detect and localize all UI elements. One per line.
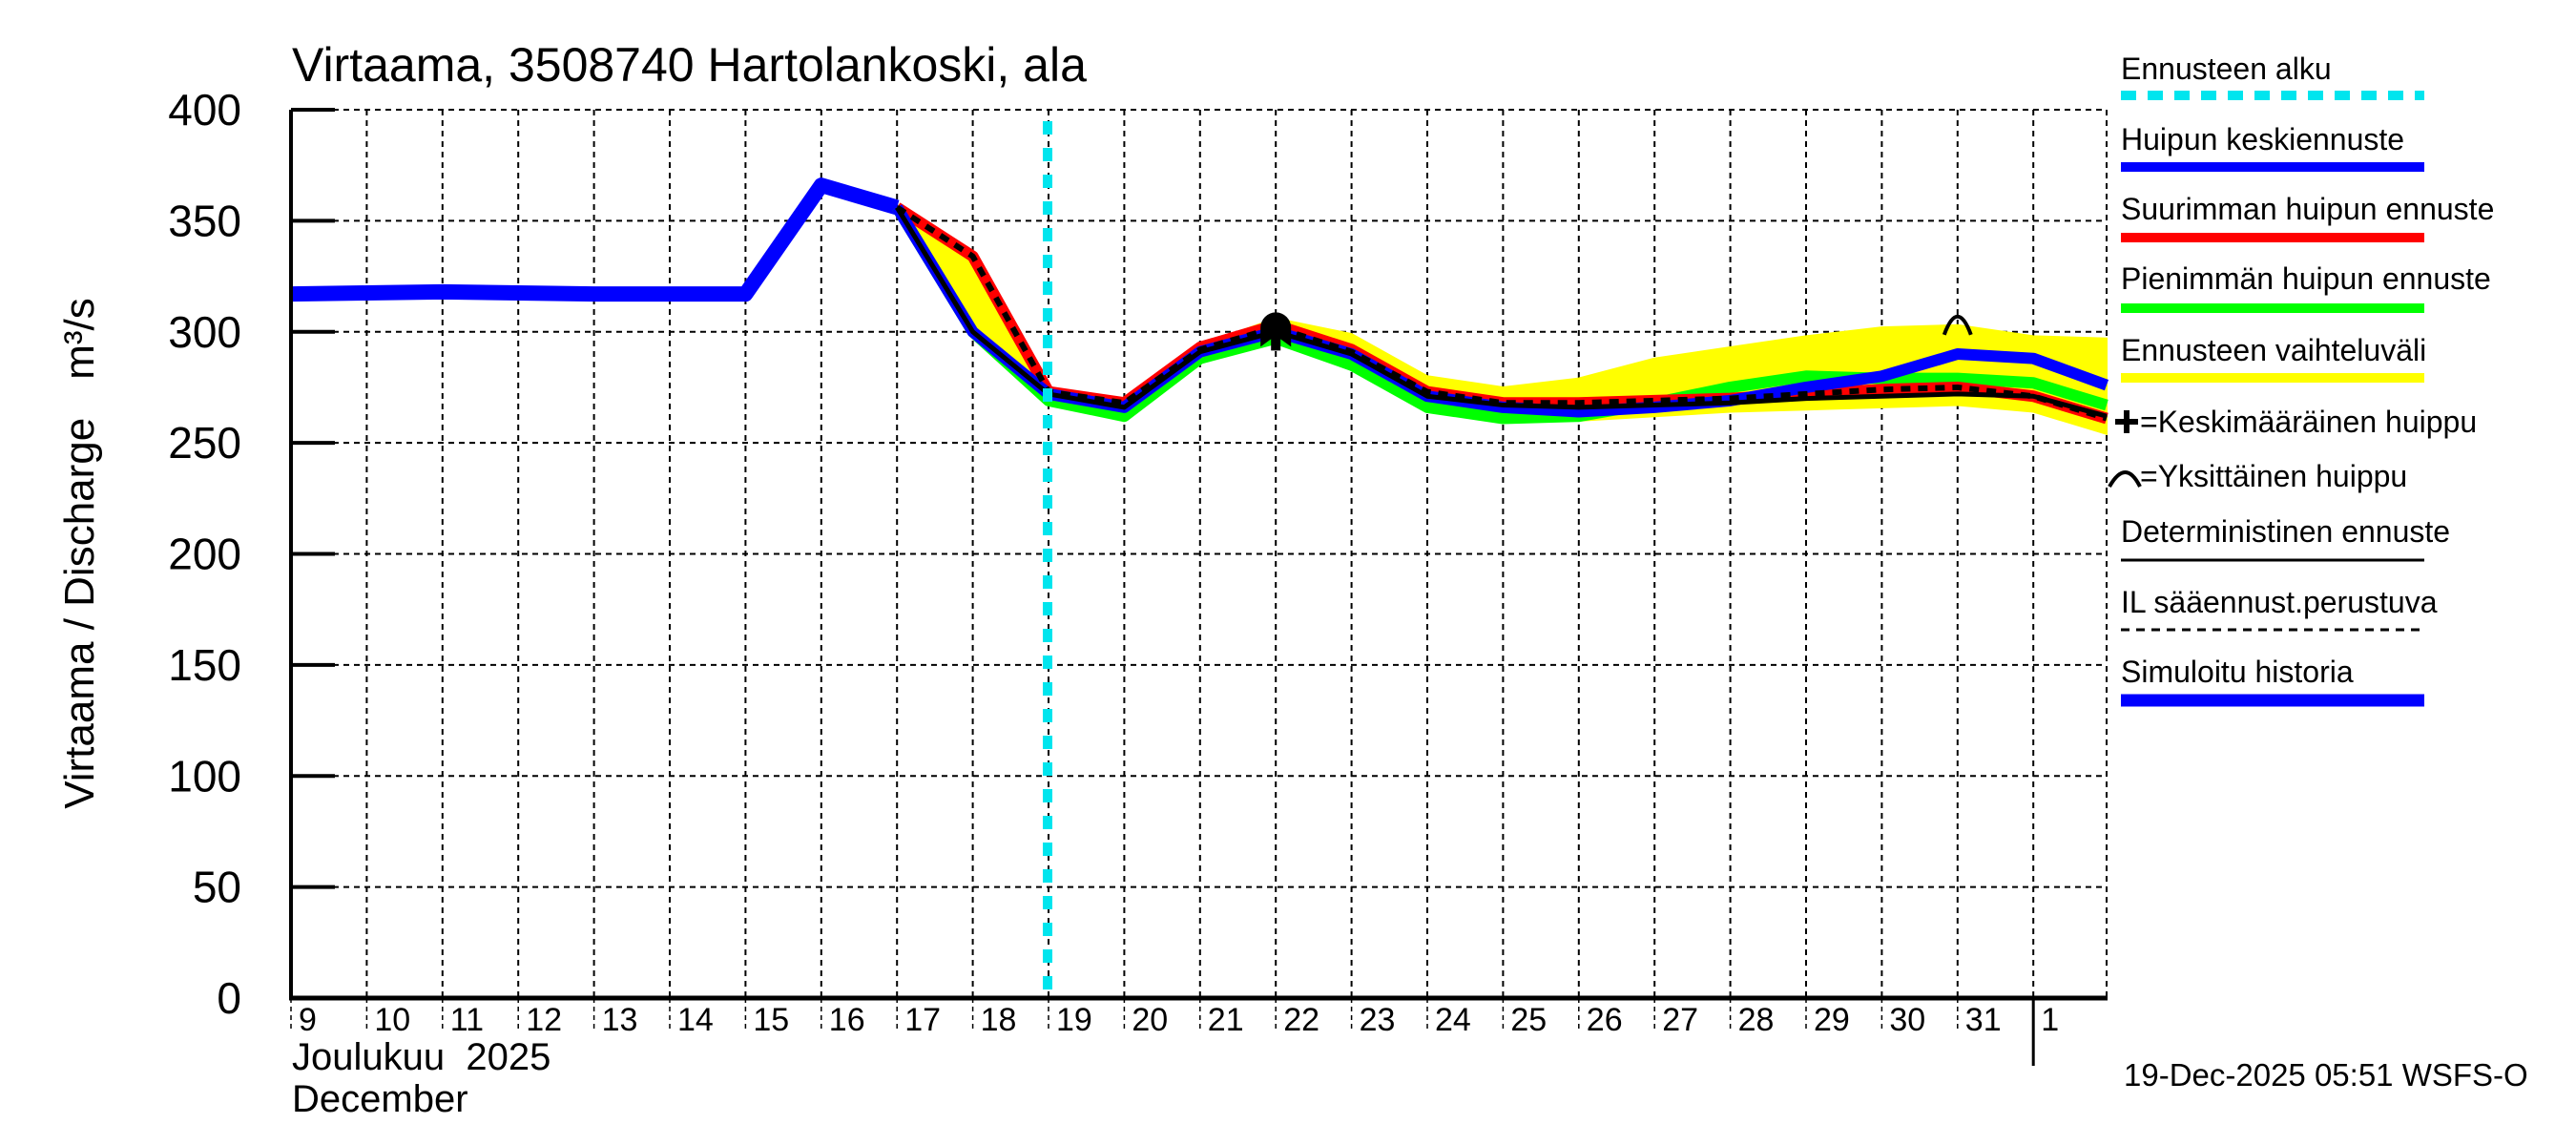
x-tick-label: 28 <box>1738 1002 1775 1038</box>
x-tick-label: 14 <box>677 1002 714 1038</box>
x-tick-label: 30 <box>1889 1002 1925 1038</box>
x-tick-label: 20 <box>1132 1002 1168 1038</box>
y-tick-label: 100 <box>168 751 241 801</box>
gridlines <box>291 109 2108 998</box>
min-peak-forecast-line <box>892 204 2109 425</box>
month-label-fi: Joulukuu 2025 <box>292 1036 551 1078</box>
timestamp-footer: 19-Dec-2025 05:51 WSFS-O <box>2124 1057 2528 1093</box>
x-tick-label: 1 <box>2041 1002 2059 1038</box>
x-tick-label: 18 <box>981 1002 1017 1038</box>
legend-label: IL sääennust.perustuva <box>2121 585 2438 619</box>
y-tick-label: 200 <box>168 530 241 579</box>
legend-item: Deterministinen ennuste <box>2121 514 2450 562</box>
x-tick-label: 15 <box>753 1002 789 1038</box>
x-tick-label: 17 <box>904 1002 941 1038</box>
x-tick-label: 19 <box>1056 1002 1092 1038</box>
legend-item: =Yksittäinen huippu <box>2108 459 2407 493</box>
legend-label: Huipun keskiennuste <box>2121 122 2404 156</box>
x-tick-label: 31 <box>1965 1002 2002 1038</box>
il-weather-forecast-line <box>895 204 2108 422</box>
legend-item: Ennusteen alku <box>2121 52 2424 100</box>
month-label-en: December <box>292 1078 468 1120</box>
x-tick-label: 25 <box>1510 1002 1547 1038</box>
legend-item: IL sääennust.perustuva <box>2121 585 2438 632</box>
x-tick-label: 9 <box>299 1002 317 1038</box>
y-tick-label: 350 <box>168 196 241 245</box>
y-axis-unit: m³/s <box>56 298 103 380</box>
mean-peak-marker <box>1260 312 1292 351</box>
legend-label: Pienimmän huipun ennuste <box>2121 261 2491 296</box>
x-tick-label: 29 <box>1814 1002 1850 1038</box>
x-tick-label: 22 <box>1283 1002 1319 1038</box>
legend-label: Suurimman huipun ennuste <box>2121 192 2494 226</box>
y-axis-label: Virtaama / Discharge m³/s <box>56 298 103 809</box>
legend-label: Ennusteen alku <box>2121 52 2332 86</box>
legend-label: =Yksittäinen huippu <box>2140 459 2407 493</box>
x-tick-label: 26 <box>1587 1002 1623 1038</box>
y-axis-ticks: 0 50 100 150 200 250 300 350 400 <box>168 85 335 1023</box>
single-peak-marker <box>1942 314 1973 336</box>
legend-item: Pienimmän huipun ennuste <box>2121 261 2491 313</box>
x-tick-label: 24 <box>1435 1002 1471 1038</box>
x-axis-ticks: 9 10 11 12 13 14 15 16 17 18 19 20 21 22 23 24 25 26 27 28 2… <box>290 998 2059 1066</box>
y-tick-label: 300 <box>168 307 241 357</box>
legend-item: Huipun keskiennuste <box>2121 122 2424 172</box>
legend: Ennusteen alku Huipun keskiennuste Suurimm… <box>2108 52 2494 707</box>
legend-item: Simuloitu historia <box>2121 655 2424 707</box>
x-tick-label: 10 <box>374 1002 410 1038</box>
x-tick-label: 13 <box>602 1002 638 1038</box>
legend-label: =Keskimääräinen huippu <box>2140 405 2477 439</box>
y-tick-label: 150 <box>168 640 241 690</box>
x-tick-label: 21 <box>1208 1002 1244 1038</box>
legend-item: Ennusteen vaihteluväli <box>2121 333 2426 383</box>
x-tick-label: 12 <box>526 1002 562 1038</box>
legend-label: Ennusteen vaihteluväli <box>2121 333 2426 367</box>
legend-label: Simuloitu historia <box>2121 655 2354 689</box>
arch-icon <box>2108 470 2142 489</box>
deterministic-forecast-line <box>895 206 2108 419</box>
x-tick-label: 16 <box>829 1002 865 1038</box>
peak-markers <box>1260 312 1973 351</box>
legend-item: =Keskimääräinen huippu <box>2115 405 2477 439</box>
y-tick-label: 400 <box>168 85 241 135</box>
legend-item: Suurimman huipun ennuste <box>2121 192 2494 242</box>
x-tick-label: 27 <box>1662 1002 1698 1038</box>
x-tick-label: 11 <box>450 1002 484 1038</box>
y-axis-label-text: Virtaama / Discharge <box>56 418 103 809</box>
plus-icon <box>2115 410 2138 433</box>
y-tick-label: 50 <box>193 863 241 912</box>
simulated-history-line <box>290 177 900 302</box>
y-tick-label: 250 <box>168 418 241 468</box>
legend-label: Deterministinen ennuste <box>2121 514 2450 549</box>
x-tick-label: 23 <box>1360 1002 1396 1038</box>
y-tick-label: 0 <box>217 973 241 1023</box>
chart-title: Virtaama, 3508740 Hartolankoski, ala <box>292 38 1087 92</box>
series-lines <box>290 177 2109 425</box>
